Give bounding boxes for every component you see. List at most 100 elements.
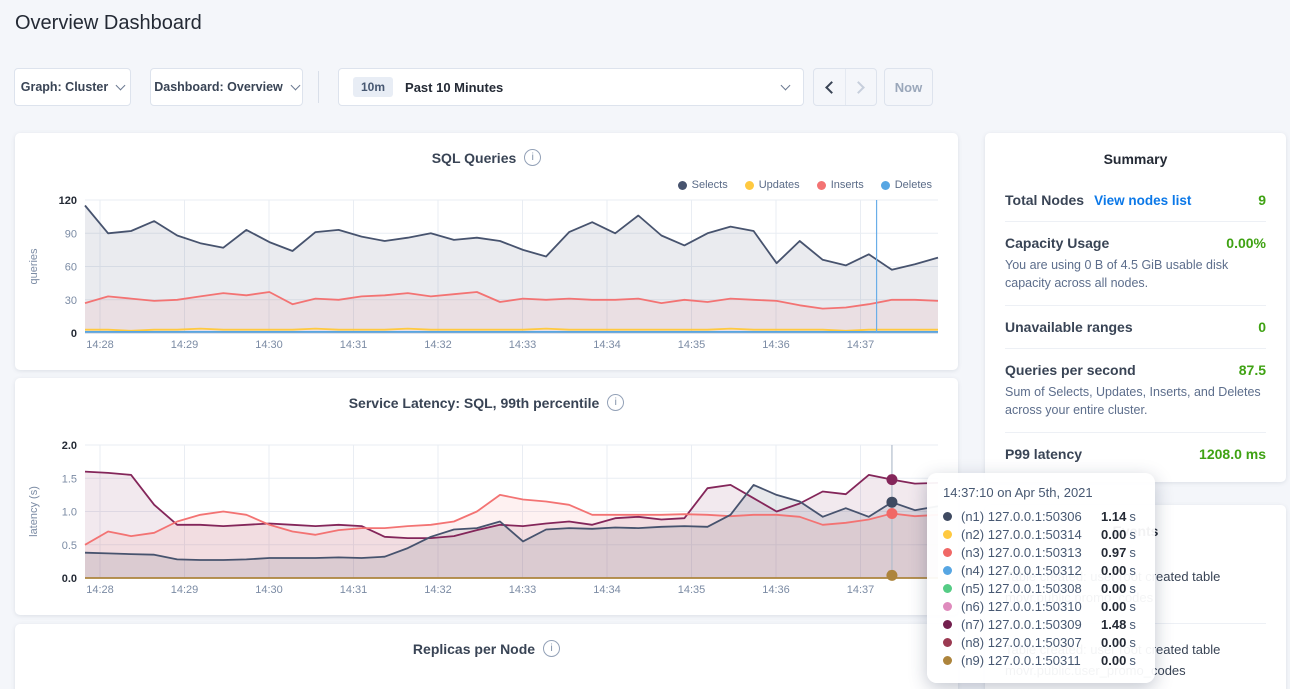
now-button[interactable]: Now — [884, 68, 933, 106]
svg-text:14:36: 14:36 — [762, 584, 790, 596]
series-color-dot — [943, 619, 952, 629]
tooltip-node-value: 0.97 — [1101, 544, 1127, 560]
next-time-button[interactable] — [846, 69, 877, 105]
svg-text:1.5: 1.5 — [62, 473, 77, 485]
tooltip-time: 14:37:10 — [943, 485, 994, 500]
summary-panel: Summary Total Nodes View nodes list 9 Capac… — [985, 133, 1286, 482]
time-range-label: Past 10 Minutes — [405, 79, 504, 95]
tooltip-timestamp: 14:37:10 on Apr 5th, 2021 — [943, 485, 1139, 500]
series-color-dot — [943, 529, 952, 539]
svg-text:14:32: 14:32 — [424, 584, 452, 596]
svg-text:14:29: 14:29 — [171, 584, 199, 596]
tooltip-row: (n7) 127.0.0.1:50309 1.48 s — [943, 615, 1139, 633]
legend-item-inserts[interactable]: Inserts — [816, 179, 864, 191]
svg-text:2.0: 2.0 — [62, 440, 77, 452]
time-nav-arrows — [813, 68, 877, 106]
svg-text:60: 60 — [65, 262, 77, 274]
sql-queries-chart[interactable]: 14:28 14:29 14:30 14:31 14:32 14:33 14:34 14:35… — [15, 188, 958, 370]
summary-description: You are using 0 B of 4.5 GiB usable disk… — [1005, 258, 1229, 290]
summary-label: Total Nodes — [1005, 192, 1085, 208]
tooltip-node-unit: s — [1129, 544, 1136, 560]
tooltip-row: (n3) 127.0.0.1:50313 0.97 s — [943, 543, 1139, 561]
series-color-dot — [943, 511, 952, 521]
summary-value: 0.00% — [1226, 235, 1266, 251]
series-color-dot — [943, 583, 952, 593]
info-icon[interactable]: i — [524, 149, 542, 166]
svg-text:14:37: 14:37 — [847, 339, 875, 351]
chevron-down-icon — [290, 80, 301, 91]
tooltip-node-label: (n9) 127.0.0.1:50311 — [961, 652, 1081, 668]
svg-text:14:33: 14:33 — [509, 339, 537, 351]
service-latency-chart[interactable]: 14:28 14:29 14:30 14:31 14:32 14:33 14:34 14:35… — [15, 433, 958, 615]
tooltip-node-value: 0.00 — [1101, 634, 1127, 650]
tooltip-node-value: 1.14 — [1101, 508, 1127, 524]
legend-item-deletes[interactable]: Deletes — [880, 179, 932, 191]
chevron-down-icon — [115, 80, 126, 91]
chart-title-replicas-per-node: Replicas per Node — [412, 640, 536, 657]
series-color-dot — [943, 637, 952, 647]
tooltip-node-unit: s — [1129, 616, 1136, 632]
summary-label: Queries per second — [1005, 362, 1136, 378]
svg-text:14:28: 14:28 — [86, 339, 114, 351]
svg-text:30: 30 — [65, 295, 77, 307]
replicas-per-node-panel: Replicas per Node i — [15, 624, 958, 689]
legend-item-updates[interactable]: Updates — [744, 179, 800, 191]
dashboard-dropdown-label: Dashboard: Overview — [154, 80, 283, 94]
tooltip-row: (n2) 127.0.0.1:50314 0.00 s — [943, 525, 1139, 543]
legend-item-selects[interactable]: Selects — [677, 179, 728, 191]
legend-dot — [677, 180, 687, 190]
summary-row-queries-per-second: Queries per second 87.5 Sum of Selects, Up… — [1005, 349, 1266, 433]
tooltip-node-label: (n3) 127.0.0.1:50313 — [961, 544, 1082, 560]
summary-label: Capacity Usage — [1005, 235, 1110, 251]
time-range-badge: 10m — [353, 77, 394, 97]
svg-text:14:29: 14:29 — [171, 339, 199, 351]
summary-description: Sum of Selects, Updates, Inserts, and De… — [1005, 385, 1261, 417]
summary-value: 0 — [1258, 319, 1266, 335]
tooltip-node-label: (n4) 127.0.0.1:50312 — [961, 562, 1082, 578]
graph-dropdown[interactable]: Graph: Cluster — [14, 68, 131, 106]
legend-label: Selects — [691, 179, 728, 191]
info-icon[interactable]: i — [607, 394, 625, 411]
tooltip-node-label: (n7) 127.0.0.1:50309 — [961, 616, 1082, 632]
tooltip-node-label: (n1) 127.0.0.1:50306 — [961, 508, 1082, 524]
series-color-dot — [943, 655, 952, 665]
time-range-selector[interactable]: 10m Past 10 Minutes — [338, 68, 804, 106]
tooltip-node-label: (n2) 127.0.0.1:50314 — [961, 526, 1082, 542]
tooltip-row: (n4) 127.0.0.1:50312 0.00 s — [943, 561, 1139, 579]
summary-label: P99 latency — [1005, 446, 1083, 462]
svg-text:0.5: 0.5 — [62, 540, 77, 552]
tooltip-row: (n8) 127.0.0.1:50307 0.00 s — [943, 633, 1139, 651]
tooltip-node-value: 0.00 — [1101, 598, 1127, 614]
legend-dot — [816, 180, 826, 190]
view-nodes-list-link[interactable]: View nodes list — [1094, 193, 1192, 208]
svg-text:14:32: 14:32 — [424, 339, 452, 351]
svg-text:14:35: 14:35 — [678, 584, 706, 596]
summary-row-p99-latency: P99 latency 1208.0 ms — [1005, 433, 1266, 475]
prev-time-button[interactable] — [814, 69, 846, 105]
summary-row-unavailable-ranges: Unavailable ranges 0 — [1005, 306, 1266, 349]
tooltip-row: (n6) 127.0.0.1:50310 0.00 s — [943, 597, 1139, 615]
tooltip-node-unit: s — [1129, 508, 1136, 524]
tooltip-node-value: 0.00 — [1101, 562, 1127, 578]
tooltip-node-unit: s — [1129, 652, 1136, 668]
tooltip-row: (n5) 127.0.0.1:50308 0.00 s — [943, 579, 1139, 597]
page-title: Overview Dashboard — [15, 12, 202, 34]
svg-text:0: 0 — [71, 328, 77, 340]
svg-text:latency (s): latency (s) — [28, 486, 40, 537]
info-icon[interactable]: i — [543, 640, 561, 657]
svg-text:14:31: 14:31 — [340, 339, 368, 351]
legend-label: Inserts — [830, 179, 864, 191]
tooltip-node-value: 0.00 — [1101, 580, 1127, 596]
svg-text:90: 90 — [65, 228, 77, 240]
chevron-down-icon — [780, 80, 791, 91]
dashboard-dropdown[interactable]: Dashboard: Overview — [150, 68, 303, 106]
chart-hover-tooltip: 14:37:10 on Apr 5th, 2021 (n1) 127.0.0.1… — [927, 473, 1155, 683]
summary-rows: Total Nodes View nodes list 9 Capacity Usag… — [1005, 179, 1266, 475]
service-latency-panel: Service Latency: SQL, 99th percentile i … — [15, 378, 958, 615]
legend-label: Deletes — [894, 179, 932, 191]
tooltip-date: on Apr 5th, 2021 — [997, 485, 1093, 500]
summary-value: 9 — [1258, 192, 1266, 208]
tooltip-row: (n1) 127.0.0.1:50306 1.14 s — [943, 507, 1139, 525]
graph-dropdown-label: Graph: Cluster — [20, 80, 109, 94]
